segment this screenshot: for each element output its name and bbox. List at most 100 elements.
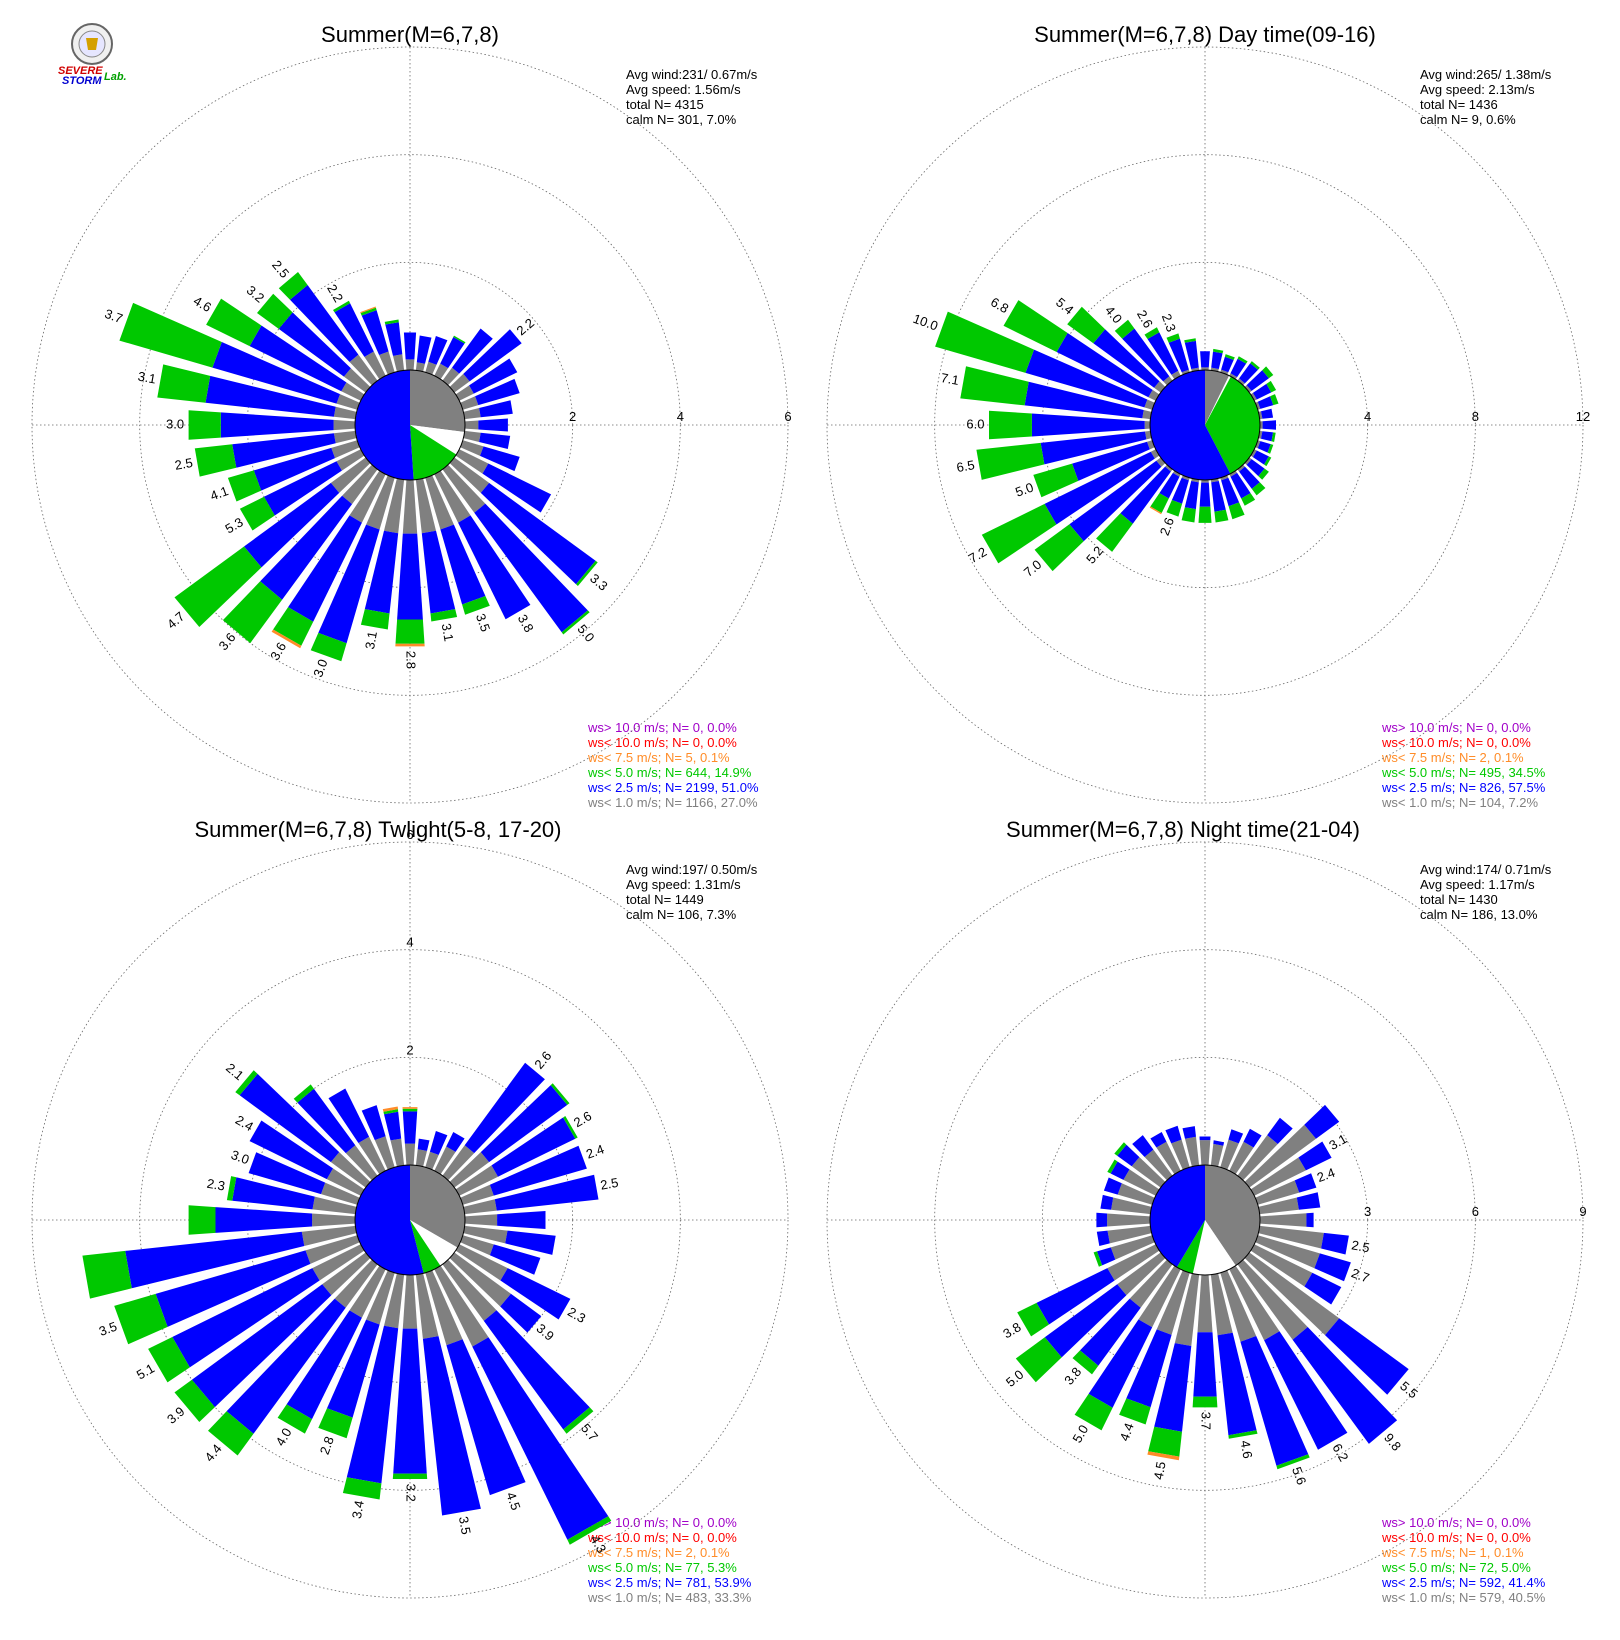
wind-bar-segment (1181, 369, 1190, 375)
wind-bar-segment (402, 1111, 418, 1144)
wind-bar-segment (312, 1213, 356, 1227)
legend-entry-lt-5: ws< 5.0 m/s; N= 644, 14.9% (587, 765, 752, 780)
wind-bar-segment (1200, 351, 1210, 368)
wind-bar-segment (1110, 1161, 1130, 1180)
wind-bar-segment (479, 400, 513, 418)
wind-bar-segment (1211, 351, 1223, 369)
severe-storm-lab-logo: SEVERE STORM Lab. (58, 23, 127, 87)
bar-value-label: 3.1 (439, 622, 457, 642)
wind-bar-segment (1129, 1259, 1173, 1308)
bar-value-label: 7.2 (966, 544, 989, 566)
wind-bar-segment (1069, 460, 1162, 542)
panel-title: Summer(M=6,7,8) Night time(21-04) (1006, 817, 1360, 842)
windrose-plot: 4 8 12 2.6 5.2 7.0 7.2 5.0 6.5 6.0 7.1 10.0 6.8 5.4 4.… (826, 46, 1590, 804)
wind-bar-segment (1199, 1140, 1211, 1166)
bar-value-label: 4.5 (503, 1490, 523, 1512)
bar-value-label: 3.5 (97, 1319, 119, 1339)
wind-bar-segment (1210, 1143, 1224, 1167)
wind-bar-segment (1262, 366, 1274, 379)
bar-value-label: 2.7 (1349, 1265, 1371, 1285)
wind-bar-segment (1220, 1139, 1239, 1170)
wind-bar-segment (576, 560, 598, 586)
wind-bar-segment (1252, 383, 1272, 400)
wind-bar-segment (563, 1116, 578, 1139)
stats-block: Avg wind:231/ 0.67m/s Avg speed: 1.56m/s… (626, 67, 758, 127)
stat-avg-speed: Avg speed: 1.17m/s (1420, 877, 1535, 892)
wind-bar-segment (1182, 1126, 1196, 1139)
wind-bar-segment (1166, 500, 1183, 517)
wind-bar-segment (330, 1152, 371, 1188)
bar-value-label: 4.6 (1238, 1439, 1256, 1459)
wind-bar-segment (385, 322, 403, 356)
wind-bar-segment (1111, 1197, 1152, 1215)
wind-bar-segment (1250, 361, 1260, 370)
wind-bar-segment (1074, 1393, 1113, 1431)
wind-bar-segment (227, 470, 262, 502)
wind-bar-segment (1250, 1157, 1306, 1196)
wind-bar-segment (336, 394, 360, 410)
wind-bar-segment (1147, 1451, 1180, 1461)
wind-bar-segment (318, 524, 380, 644)
stat-total-n: total N= 1436 (1420, 97, 1498, 112)
wind-bar-segment (1292, 1327, 1398, 1444)
wind-bar-segment (452, 328, 493, 374)
wind-bar-segment (1148, 1426, 1182, 1457)
wind-bar-segment (1213, 1140, 1225, 1146)
wind-bar-segment (981, 503, 1057, 564)
bar-value-label: 3.0 (310, 657, 330, 679)
wind-bar-segment (1131, 1157, 1166, 1188)
wind-bar-segment (500, 1293, 542, 1333)
wind-bar-segment (489, 1244, 541, 1275)
wind-bar-segment (239, 496, 275, 531)
wind-bar-segment (1093, 1251, 1103, 1267)
wind-bar-segment (366, 1270, 395, 1325)
wind-bar-segment (463, 408, 481, 420)
wind-bar-segment (1166, 333, 1180, 343)
wind-bar-segment (1228, 502, 1245, 520)
ring-tick-label: 4 (677, 409, 684, 424)
wind-bar-segment (1258, 1225, 1324, 1249)
wind-bar-segment (403, 332, 417, 360)
stat-total-n: total N= 4315 (626, 97, 704, 112)
wind-bar-segment (455, 449, 489, 474)
pie-slice (1205, 376, 1260, 474)
wind-bar-segment (188, 410, 221, 440)
legend-entry-lt-5: ws< 5.0 m/s; N= 495, 34.5% (1381, 765, 1546, 780)
wind-bar-segment (1294, 1173, 1317, 1193)
wind-bar-segment (1107, 1225, 1152, 1244)
wind-bar-segment (334, 1259, 378, 1308)
bar-value-label: 7.0 (1021, 557, 1044, 580)
wind-bar-segment (1213, 348, 1224, 354)
wind-bar-segment (1072, 1350, 1099, 1375)
bar-value-label: 5.7 (578, 1420, 601, 1443)
wind-bar-segment (428, 336, 448, 365)
wind-bar-segment (1031, 413, 1145, 437)
wind-bar-segment (1230, 472, 1251, 499)
wind-bar-segment (278, 312, 351, 377)
wind-bar-segment (460, 1235, 494, 1256)
wind-bar-segment (460, 440, 484, 456)
wind-bar-segment (1184, 481, 1199, 510)
wind-bar-segment (1114, 319, 1135, 339)
pie-slice (1149, 369, 1231, 480)
wind-bar-segment (422, 1336, 481, 1516)
stats-block: Avg wind:197/ 0.50m/s Avg speed: 1.31m/s… (626, 862, 758, 922)
bar-value-label: 4.4 (1117, 1421, 1137, 1443)
wind-bar-segment (1107, 1213, 1151, 1227)
bar-value-label: 5.5 (1397, 1378, 1420, 1401)
wind-bar-segment (1229, 1265, 1280, 1341)
wind-bar-segment (212, 342, 340, 404)
ring-tick-label: 12 (1576, 409, 1590, 424)
bar-value-label: 4.7 (164, 609, 187, 632)
pie-slice (410, 425, 465, 455)
legend-entry-lt-2-5: ws< 2.5 m/s; N= 826, 57.5% (1381, 780, 1546, 795)
wind-bar-segment (1259, 421, 1263, 429)
wind-bar-segment (125, 1231, 305, 1289)
wind-bar-segment (449, 1152, 490, 1188)
wind-bar-segment (341, 382, 365, 401)
wind-bar-segment (215, 1207, 313, 1233)
pie-slice (1150, 1165, 1205, 1268)
wind-bar-segment (1296, 1192, 1321, 1210)
bar-value-label: 2.3 (565, 1304, 588, 1326)
speed-legend: ws> 10.0 m/s; N= 0, 0.0% ws< 10.0 m/s; N… (1381, 1515, 1546, 1605)
